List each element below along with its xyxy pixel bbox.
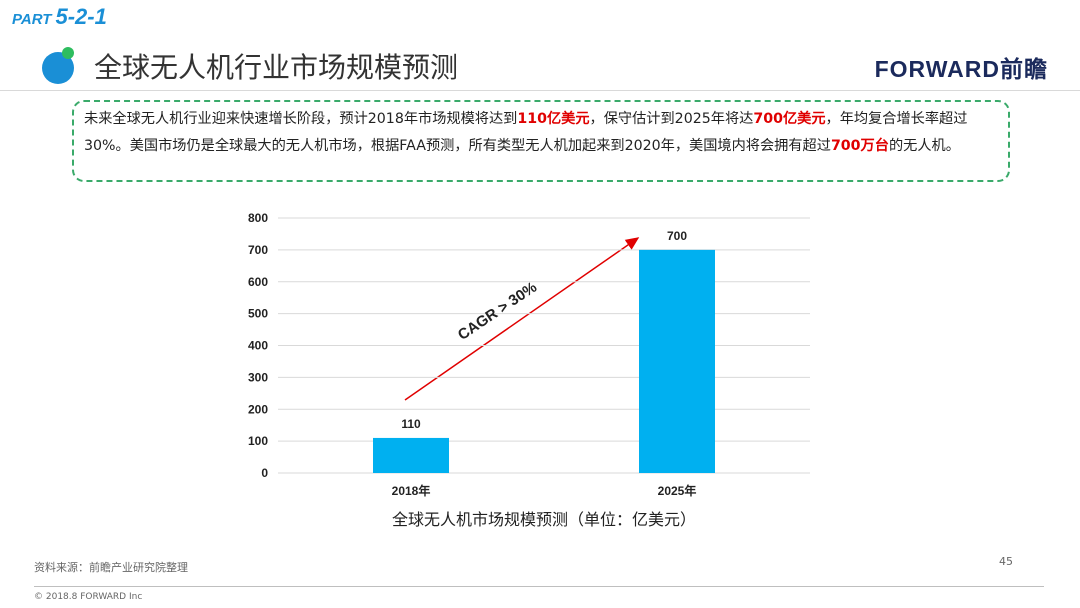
x-axis-title: 全球无人机市场规模预测（单位：亿美元） [392, 510, 696, 529]
summary-text: 未来全球无人机行业迎来快速增长阶段，预计2018年市场规模将达到 [84, 111, 518, 127]
footer-line [34, 586, 1044, 587]
source: 资料来源：前瞻产业研究院整理 [34, 561, 188, 574]
summary-text: ，保守估计到2025年将达 [589, 111, 754, 127]
y-tick-label: 700 [248, 243, 268, 257]
divider [0, 90, 1080, 91]
y-tick-label: 100 [248, 434, 268, 448]
y-tick-label: 400 [248, 339, 268, 353]
y-tick-label: 500 [248, 307, 268, 321]
slide-title: 全球无人机行业市场规模预测 [94, 51, 459, 84]
bar [373, 437, 449, 473]
data-label: 700 [667, 229, 687, 243]
highlight-text: 700亿美元 [753, 111, 826, 127]
y-tick-label: 0 [261, 466, 268, 480]
part-number: 5-2-1 [55, 4, 107, 29]
summary-text: ，年均复合增长率超过30%。美国市场仍是全球最大的无人机市场，根据FAA预测，所… [84, 111, 968, 154]
highlight-text: 110亿美元 [517, 111, 590, 127]
x-tick-label: 2018年 [392, 483, 431, 498]
growth-arrow [404, 237, 640, 401]
bar [639, 249, 715, 473]
y-tick-label: 600 [248, 275, 268, 289]
page-number: 45 [999, 555, 1013, 568]
chart: 0 100 200 300 400 500 600 700 800 2018年 110 2025年 70… [248, 211, 810, 529]
y-tick-label: 300 [248, 370, 268, 384]
data-label: 110 [401, 417, 421, 431]
part-label: PART 5-2-1 [12, 4, 107, 30]
y-tick-label: 200 [248, 402, 268, 416]
title-icon [42, 47, 74, 84]
annotation: CAGR > 30% [455, 279, 540, 344]
y-tick-label: 800 [248, 211, 268, 225]
summary-text: 的无人机。 [888, 138, 960, 154]
x-tick-label: 2025年 [658, 483, 697, 498]
highlight-text: 700万台 [830, 138, 889, 154]
logo: FORWARD前瞻 [874, 56, 1048, 82]
part-text: PART [12, 11, 52, 28]
summary-box: 未来全球无人机行业迎来快速增长阶段，预计2018年市场规模将达到110亿美元，保… [72, 100, 1010, 182]
copyright: © 2018.8 FORWARD Inc [34, 592, 143, 602]
